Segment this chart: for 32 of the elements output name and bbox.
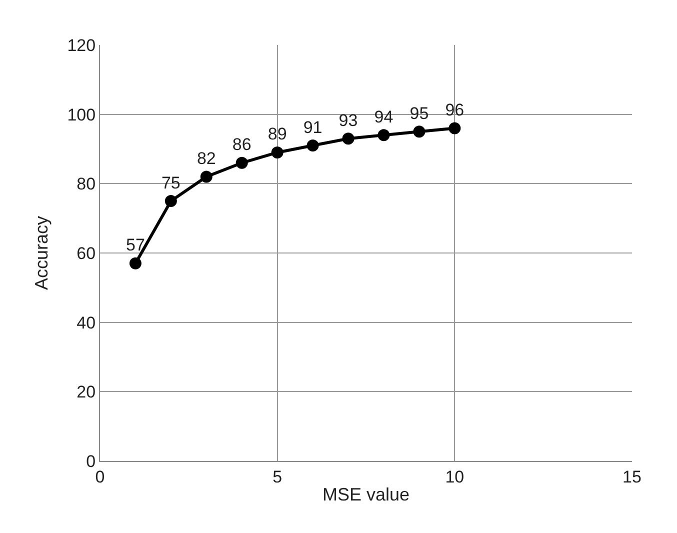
y-tick-label: 0 [86,452,96,471]
data-label: 91 [303,118,322,137]
point [129,257,142,270]
y-tick-label: 20 [76,382,96,402]
y-tick-label: 100 [67,105,96,124]
point [413,126,426,138]
y-tick-label: 80 [76,174,96,194]
y-axis-title: Accuracy [31,216,52,290]
point [306,140,319,152]
y-tick-label: 40 [76,313,96,332]
data-label: 75 [161,173,180,192]
x-tick-label: 15 [622,467,642,486]
x-tick-label: 10 [445,467,464,486]
data-label: 95 [410,104,429,123]
point [164,195,177,207]
data-label: 93 [338,110,358,130]
data-label: 94 [374,107,394,126]
data-label: 82 [196,148,216,168]
point [271,146,284,158]
y-tick-label: 120 [67,36,96,55]
data-label: 57 [126,236,145,255]
x-axis-title: MSE value [322,484,410,504]
data-label: 96 [445,100,464,120]
point [448,122,461,134]
point [342,132,354,145]
point [200,170,212,183]
data-label: 86 [232,135,252,154]
x-tick-label: 5 [272,467,282,486]
y-tick-label: 60 [76,244,96,263]
data-label: 89 [268,124,287,144]
point [378,129,390,142]
point [236,156,248,169]
